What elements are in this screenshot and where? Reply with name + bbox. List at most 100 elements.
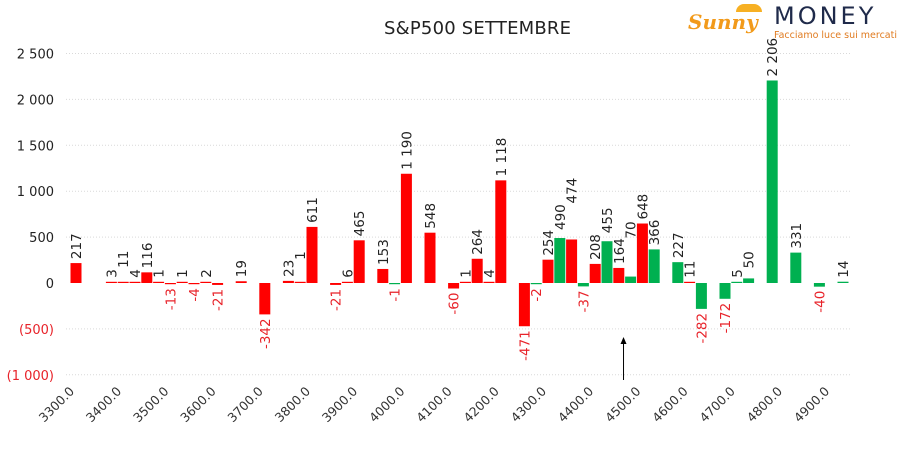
data-label-3475: 1 [152,269,168,278]
bar-3800 [306,226,318,283]
data-label-4250: -471 [517,330,533,361]
x-tick-label: 3900.0 [319,383,361,425]
bar-4400 [589,263,601,283]
data-label-4700: 5 [730,269,746,278]
data-label-3525: 1 [175,269,191,278]
bar-4600 [684,281,696,283]
bar-4200 [495,180,507,283]
data-label-4150: 264 [470,229,486,255]
y-tick-label: 1 000 [17,185,54,200]
bar-4250 [518,283,530,327]
bar-3525 [176,281,188,283]
data-label-4300: 254 [541,230,557,256]
data-label-3425: 4 [128,269,144,278]
bar-3550 [188,283,200,285]
data-label-3850: -21 [329,289,345,311]
bar-4475 [625,276,637,283]
bar-4625 [695,283,707,309]
logo-brand-b: MONEY [774,2,877,30]
data-label-3600: -21 [211,289,227,311]
bar-3375 [105,281,117,283]
data-label-4175: 4 [482,269,498,278]
y-tick-label: 1 500 [17,139,54,154]
y-tick-label: (1 000) [7,369,54,384]
y-tick-label: 2 000 [17,93,54,108]
bar-4425 [601,241,613,283]
bar-4700 [731,281,743,283]
x-tick-label: 3400.0 [83,383,125,425]
bar-3875 [341,281,353,283]
y-tick-label: (500) [19,323,54,338]
data-label-4125: 1 [458,269,474,278]
data-label-3975: -1 [388,288,404,301]
data-label-4450: 164 [612,238,628,264]
data-label-4525: 366 [647,220,663,246]
bar-4000 [400,173,412,283]
chart-title: S&P500 SETTEMBRE [384,18,572,39]
sun-icon [736,4,762,12]
data-label-4575: 227 [671,232,687,258]
bar-4300 [542,259,554,283]
bar-3975 [389,283,401,285]
data-label-3375: 3 [104,269,120,278]
logo-brand-a: Sunny [688,10,758,34]
bar-3850 [330,283,342,285]
bar-4925 [837,281,849,283]
x-tick-label: 3700.0 [224,383,266,425]
x-tick-label: 4400.0 [555,383,597,425]
data-label-4925: 14 [836,261,852,278]
x-tick-label: 4900.0 [791,383,833,425]
data-label-4050: 548 [423,203,439,229]
bar-4500 [636,223,648,283]
data-label-4625: -282 [694,313,710,344]
x-tick-label: 3800.0 [272,383,314,425]
data-label-4350: 474 [565,178,581,204]
bar-4775 [766,80,778,283]
data-label-3775: 1 [293,251,309,260]
x-tick-label: 4500.0 [602,383,644,425]
y-tick-label: 0 [46,277,54,292]
bar-4350 [566,239,578,283]
data-label-4275: -2 [529,288,545,301]
data-label-4825: 331 [789,223,805,249]
bar-3300 [70,263,82,283]
data-label-4775: 2 206 [765,38,781,77]
bar-4125 [459,281,471,283]
bar-3900 [353,240,365,283]
bar-3775 [294,281,306,283]
data-label-4000: 1 190 [399,131,415,170]
data-label-3950: 153 [376,239,392,265]
bar-3475 [153,281,165,283]
bar-3600 [212,283,224,285]
bar-3500 [164,283,176,285]
data-label-4200: 1 118 [494,138,510,177]
bar-3950 [377,268,389,283]
x-tick-label: 4600.0 [649,383,691,425]
x-tick-label: 4700.0 [696,383,738,425]
data-label-4100: -60 [447,293,463,315]
bar-4675 [719,283,731,299]
bar-3575 [200,281,212,283]
data-label-3300: 217 [69,233,85,259]
data-label-4375: -37 [576,290,592,312]
data-label-4425: 455 [600,207,616,233]
bar-4875 [813,283,825,287]
x-tick-label: 3600.0 [177,383,219,425]
y-tick-label: 2 500 [17,48,54,63]
data-label-3450: 116 [140,243,156,269]
data-label-4600: 11 [683,261,699,278]
bar-4575 [672,262,684,283]
data-label-3875: 6 [340,269,356,278]
bar-3750 [282,280,294,283]
bar-4050 [424,232,436,283]
data-label-4400: 208 [588,234,604,260]
x-tick-label: 4100.0 [413,383,455,425]
bar-4450 [613,267,625,283]
data-label-4675: -172 [718,303,734,334]
data-label-4875: -40 [812,291,828,313]
data-label-4500: 648 [635,194,651,220]
data-label-3900: 465 [352,211,368,237]
data-label-4725: 50 [742,251,758,268]
data-label-3750: 23 [281,260,297,277]
